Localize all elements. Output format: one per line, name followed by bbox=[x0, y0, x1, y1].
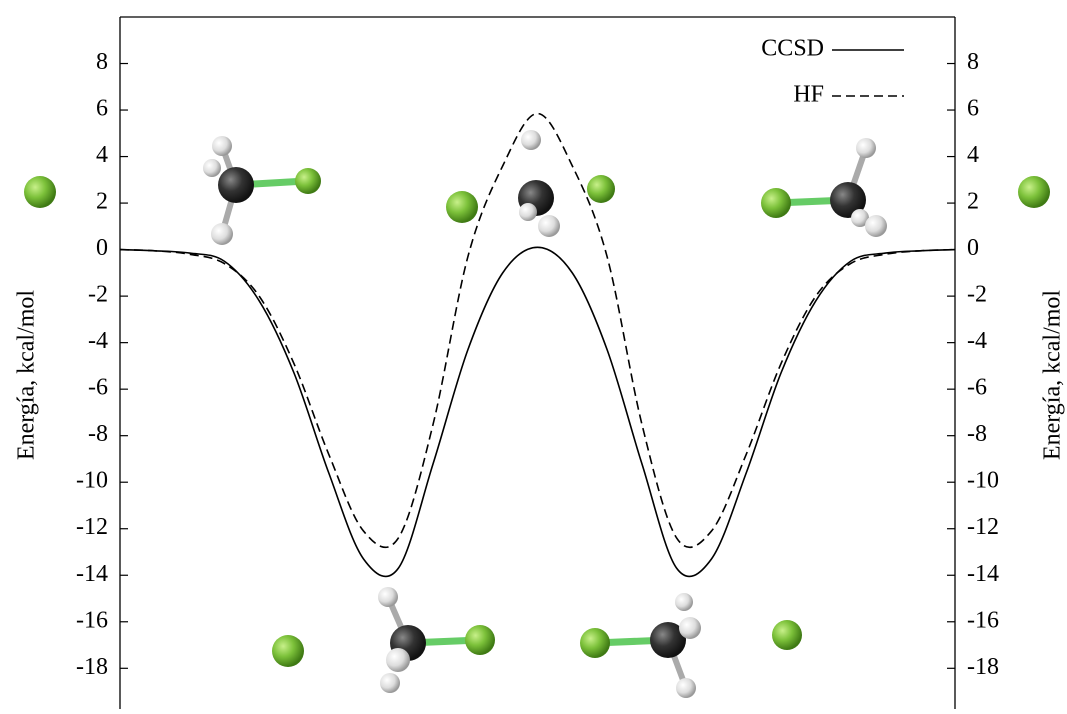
legend-label: HF bbox=[793, 82, 824, 108]
y2-tick-label: -6 bbox=[967, 375, 987, 401]
y-tick-label: -10 bbox=[76, 468, 108, 494]
y2-tick-label: -10 bbox=[967, 468, 999, 494]
y2-tick-label: -4 bbox=[967, 328, 987, 354]
y-tick-label: -2 bbox=[88, 282, 108, 308]
legend-label: CCSD bbox=[761, 36, 824, 62]
y-tick-label: 0 bbox=[96, 235, 108, 261]
y2-tick-label: 2 bbox=[967, 189, 979, 215]
y-tick-label: -4 bbox=[88, 328, 108, 354]
y-tick-label: 8 bbox=[96, 49, 108, 75]
y2-tick-label: 8 bbox=[967, 49, 979, 75]
y2-axis-label: Energía, kcal/mol bbox=[1040, 290, 1066, 461]
y-tick-label: 6 bbox=[96, 96, 108, 122]
y-tick-label: -14 bbox=[76, 561, 108, 587]
y-tick-label: -8 bbox=[88, 421, 108, 447]
y2-tick-label: 6 bbox=[967, 96, 979, 122]
y-tick-label: -12 bbox=[76, 514, 108, 540]
y-tick-label: 2 bbox=[96, 189, 108, 215]
y-tick-label: 4 bbox=[96, 142, 108, 168]
series-line bbox=[120, 247, 955, 576]
y2-tick-label: 4 bbox=[967, 142, 979, 168]
y2-tick-label: -14 bbox=[967, 561, 999, 587]
y2-tick-label: -8 bbox=[967, 421, 987, 447]
y-tick-label: -6 bbox=[88, 375, 108, 401]
y2-tick-label: 0 bbox=[967, 235, 979, 261]
y2-tick-label: -16 bbox=[967, 607, 999, 633]
y2-tick-label: -12 bbox=[967, 514, 999, 540]
y-axis-label: Energía, kcal/mol bbox=[14, 290, 40, 461]
y-tick-label: -16 bbox=[76, 607, 108, 633]
y2-tick-label: -18 bbox=[967, 654, 999, 680]
y-tick-label: -18 bbox=[76, 654, 108, 680]
molecules bbox=[24, 130, 1050, 698]
chart: Energía, kcal/mol Energía, kcal/mol -18 -… bbox=[0, 0, 1067, 709]
y2-tick-label: -2 bbox=[967, 282, 987, 308]
